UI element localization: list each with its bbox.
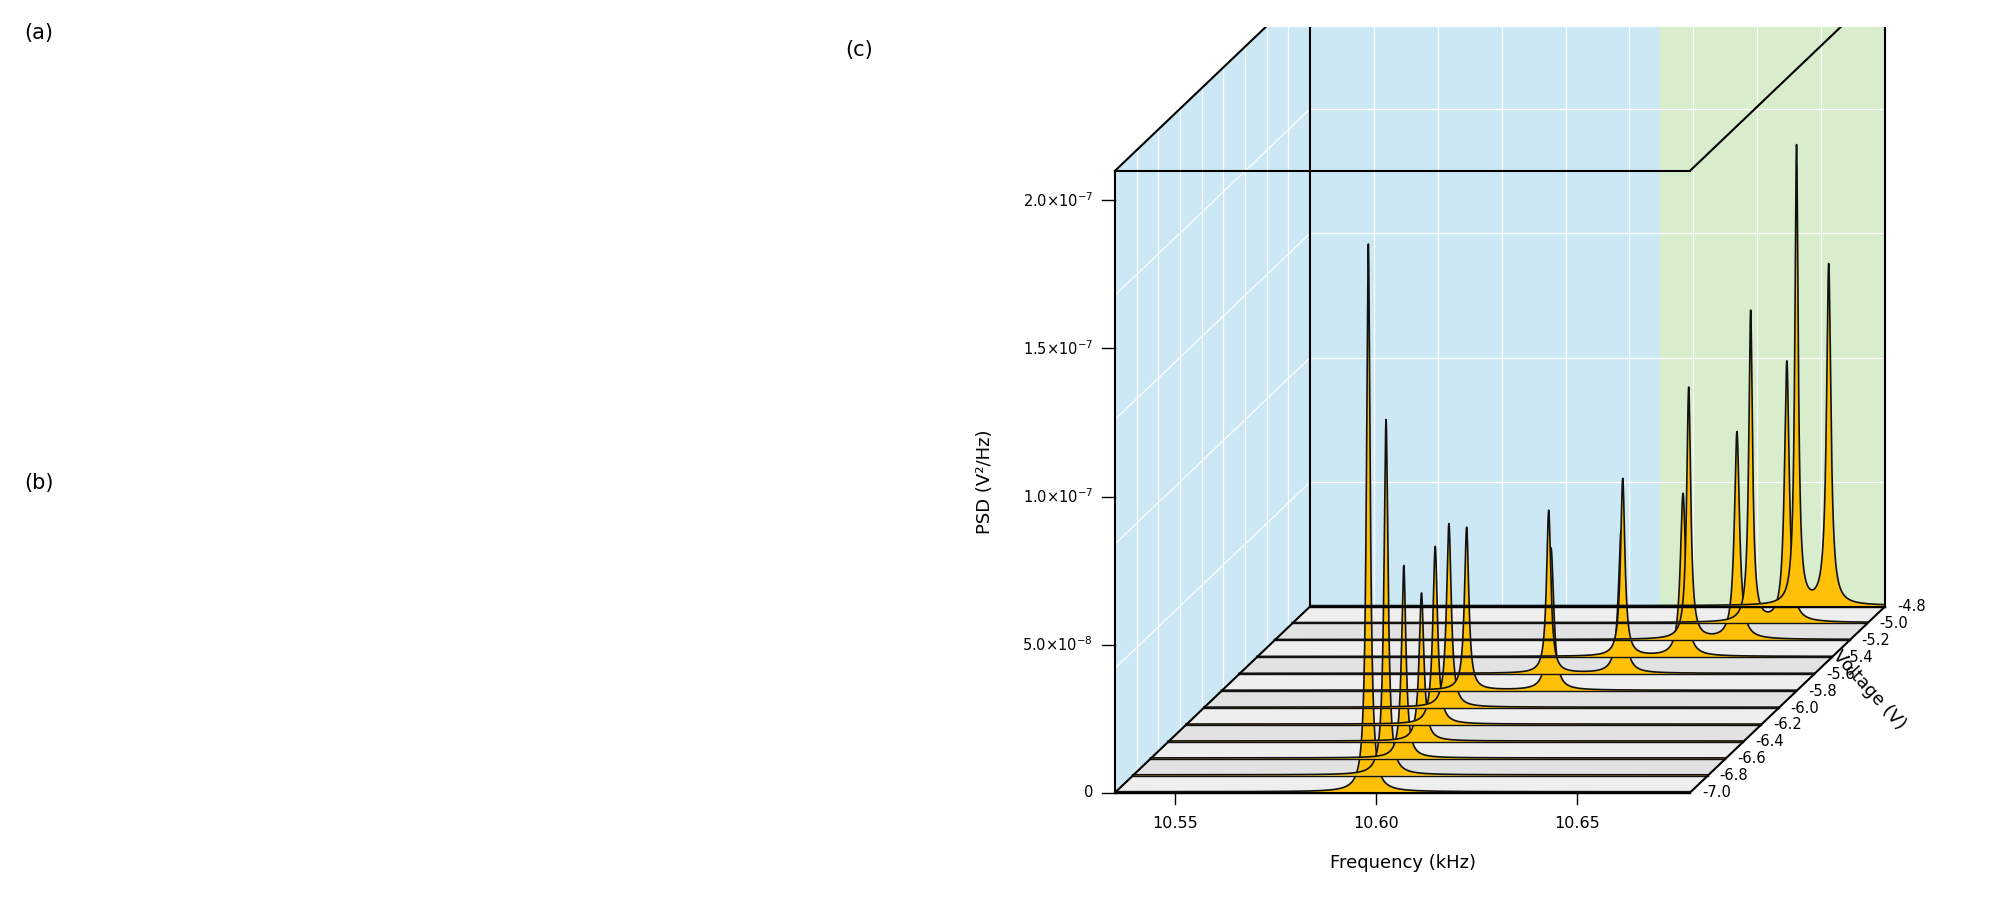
Polygon shape [1168,593,1744,742]
Text: -5.0: -5.0 [1880,616,1908,631]
Polygon shape [1116,244,1690,793]
Text: -4.8: -4.8 [1896,599,1926,614]
Polygon shape [1204,691,1796,708]
Polygon shape [1116,776,1708,793]
Polygon shape [1310,145,1884,607]
Text: Voltage (V): Voltage (V) [1830,647,1910,734]
Polygon shape [1660,0,1884,607]
Polygon shape [1132,419,1708,776]
Text: (a): (a) [24,22,52,42]
Polygon shape [1204,524,1778,708]
Polygon shape [1116,244,1690,793]
Polygon shape [1186,546,1760,725]
Text: 1.0×10$^{-7}$: 1.0×10$^{-7}$ [1022,487,1092,506]
Polygon shape [1240,657,1832,674]
Text: Frequency (kHz): Frequency (kHz) [1330,853,1476,871]
Polygon shape [1256,478,1832,657]
Polygon shape [1150,565,1726,759]
Text: -6.0: -6.0 [1790,700,1820,716]
Text: PSD (V²/Hz): PSD (V²/Hz) [976,429,994,534]
Polygon shape [1168,593,1744,742]
Polygon shape [1274,387,1850,641]
Text: 2.0×10$^{-7}$: 2.0×10$^{-7}$ [1022,191,1092,210]
Text: -5.2: -5.2 [1862,633,1890,648]
Polygon shape [1240,510,1814,674]
Polygon shape [1310,145,1884,607]
Polygon shape [1292,607,1884,624]
Polygon shape [1186,546,1760,725]
Polygon shape [1274,387,1850,641]
Polygon shape [1256,478,1832,657]
Polygon shape [1222,527,1796,691]
Polygon shape [1256,641,1850,657]
Polygon shape [1240,510,1814,674]
Polygon shape [1310,0,1660,607]
Polygon shape [1292,310,1868,624]
Polygon shape [1150,565,1726,759]
Polygon shape [1186,708,1778,725]
Text: -7.0: -7.0 [1702,785,1730,800]
Polygon shape [1204,524,1778,708]
Text: 5.0×10$^{-8}$: 5.0×10$^{-8}$ [1022,635,1092,654]
Polygon shape [1274,624,1868,641]
Text: -6.2: -6.2 [1772,717,1802,733]
Text: -6.6: -6.6 [1738,752,1766,766]
Text: 1.5×10$^{-7}$: 1.5×10$^{-7}$ [1022,339,1092,358]
Polygon shape [1132,759,1726,776]
Text: -5.8: -5.8 [1808,684,1836,698]
Polygon shape [1150,742,1744,759]
Text: (c): (c) [844,40,872,59]
Text: -6.8: -6.8 [1720,769,1748,783]
Polygon shape [1116,0,1310,793]
Text: -5.4: -5.4 [1844,650,1872,665]
Text: 0: 0 [1084,785,1092,800]
Polygon shape [1132,419,1708,776]
Text: 10.60: 10.60 [1354,816,1400,832]
Polygon shape [1292,310,1868,624]
Polygon shape [1168,725,1760,742]
Text: -6.4: -6.4 [1756,734,1784,750]
Text: -5.6: -5.6 [1826,667,1854,681]
Text: 10.65: 10.65 [1554,816,1600,832]
Text: 10.55: 10.55 [1152,816,1198,832]
Text: (b): (b) [24,472,54,492]
Polygon shape [1222,674,1814,691]
Polygon shape [1222,527,1796,691]
